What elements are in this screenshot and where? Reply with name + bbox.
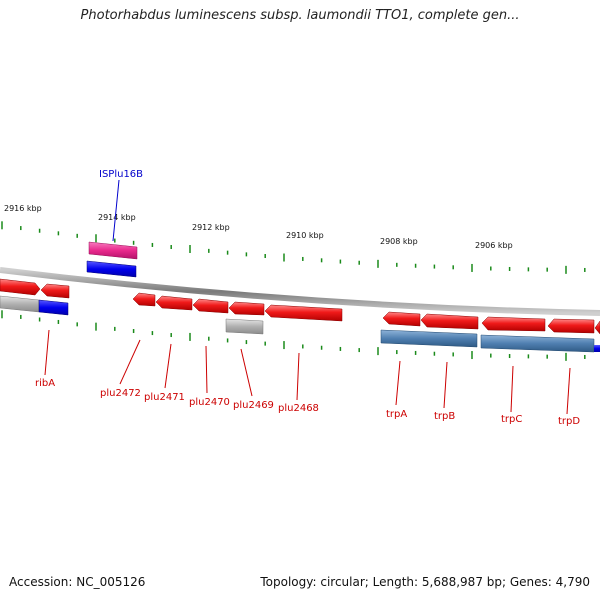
label-trpA[interactable]: trpA [386, 409, 407, 420]
scale-label-2916: 2916 kbp [4, 204, 42, 213]
cds-trpB[interactable] [420, 313, 479, 330]
label-trpC[interactable]: trpC [501, 414, 522, 425]
scale-label-2914: 2914 kbp [98, 213, 136, 222]
gray-feature-left[interactable] [0, 295, 40, 313]
accession-text: Accession: NC_005126 [9, 575, 146, 589]
cds-plu2469[interactable] [228, 301, 265, 316]
cds-arrow-left-2[interactable] [40, 283, 70, 299]
label-trpD[interactable]: trpD [558, 416, 580, 427]
callout-isplu16b [112, 179, 120, 242]
gene-callouts [44, 329, 571, 415]
scale-ticks-outer [1, 221, 586, 274]
cds-plu2470[interactable] [192, 298, 229, 314]
steelblue-feature-1[interactable] [380, 329, 478, 348]
label-plu2470[interactable]: plu2470 [189, 397, 230, 408]
label-plu2471[interactable]: plu2471 [144, 392, 185, 403]
label-plu2468[interactable]: plu2468 [278, 403, 319, 414]
cds-arrow-left-1[interactable] [0, 278, 41, 296]
scale-ticks-inner [1, 310, 586, 361]
blue-feature-right[interactable] [594, 345, 600, 352]
scale-label-2912: 2912 kbp [192, 223, 230, 232]
map-title: Photorhabdus luminescens subsp. laumondi… [80, 8, 520, 23]
genome-summary-text: Topology: circular; Length: 5,688,987 bp… [260, 575, 590, 589]
blue-feature-left[interactable] [38, 299, 69, 316]
blue-feature-top[interactable] [86, 260, 137, 278]
label-isplu16b[interactable]: ISPlu16B [99, 169, 143, 180]
scale-label-2906: 2906 kbp [475, 241, 513, 250]
cds-trpD[interactable] [547, 318, 595, 334]
mobile-element-isplu16b[interactable] [88, 241, 138, 260]
cds-plu2471[interactable] [155, 295, 193, 311]
scale-label-2910: 2910 kbp [286, 231, 324, 240]
label-trpB[interactable]: trpB [434, 411, 455, 422]
gray-feature-mid[interactable] [225, 318, 264, 335]
cds-plu2468[interactable] [264, 304, 343, 322]
scale-label-2908: 2908 kbp [380, 237, 418, 246]
label-ribA[interactable]: ribA [35, 378, 55, 389]
steelblue-feature-2[interactable] [480, 334, 595, 353]
cds-right-edge[interactable] [594, 320, 600, 335]
cds-trpA[interactable] [382, 311, 421, 327]
cds-plu2472[interactable] [132, 292, 156, 307]
genome-backbone [0, 267, 600, 316]
label-plu2469[interactable]: plu2469 [233, 400, 274, 411]
cds-trpC[interactable] [481, 316, 546, 332]
label-plu2472[interactable]: plu2472 [100, 388, 141, 399]
